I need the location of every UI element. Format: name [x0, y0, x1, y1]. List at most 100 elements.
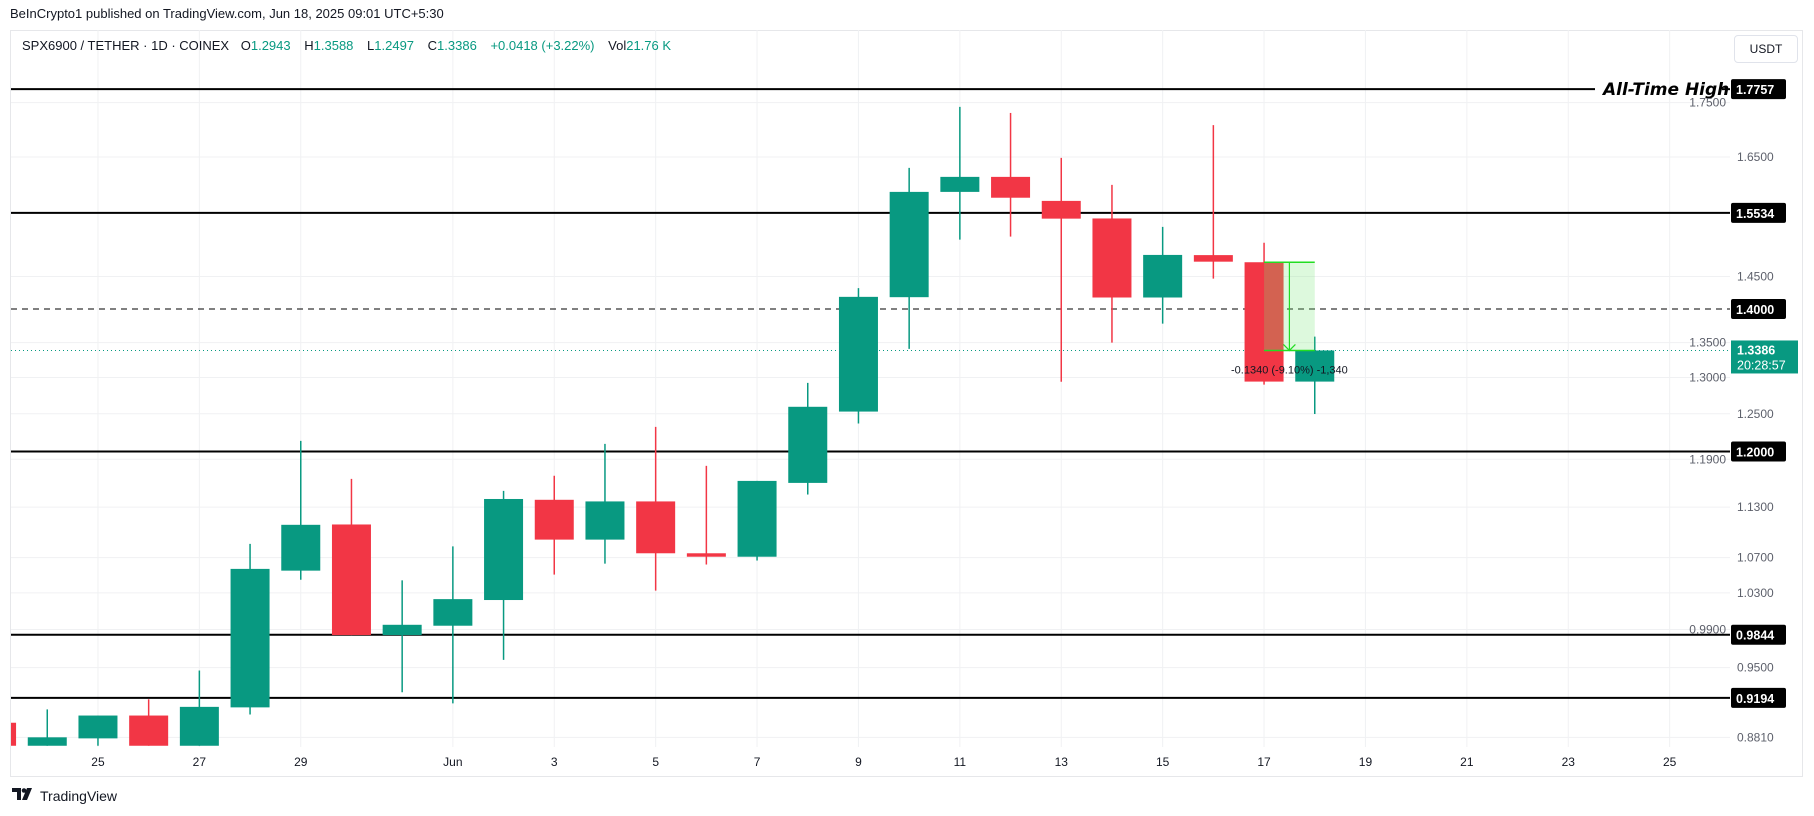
- candle-bullish[interactable]: [737, 480, 777, 561]
- date-tick-label: Jun: [443, 755, 462, 769]
- candle-body: [1295, 350, 1335, 382]
- candle-body: [737, 480, 777, 557]
- level-price-badge: [1731, 202, 1786, 223]
- candle-bearish[interactable]: [1244, 242, 1284, 385]
- candle-bullish[interactable]: [788, 382, 828, 495]
- price-tick-label: 0.9500: [1737, 661, 1774, 675]
- candle-body: [484, 498, 524, 601]
- candle-bearish[interactable]: [0, 722, 17, 746]
- level-price-label: 1.4000: [1736, 303, 1774, 317]
- candle-bullish[interactable]: [281, 440, 321, 580]
- price-tick-label: 0.8810: [1737, 730, 1774, 744]
- date-tick-label: 23: [1562, 755, 1576, 769]
- price-tick-label: 1.0300: [1737, 586, 1774, 600]
- date-tick-label: 15: [1156, 755, 1170, 769]
- currency-button[interactable]: USDT: [1734, 35, 1798, 63]
- date-tick-label: 25: [1663, 755, 1677, 769]
- candle-bullish[interactable]: [27, 709, 67, 746]
- candle-body: [331, 524, 371, 636]
- candle-bearish[interactable]: [534, 475, 574, 575]
- open-label: O: [240, 38, 251, 53]
- date-tick-label: 29: [294, 755, 308, 769]
- candle-body: [179, 706, 219, 746]
- candle-body: [889, 191, 929, 298]
- candle-body: [27, 737, 67, 746]
- date-tick-label: 27: [193, 755, 207, 769]
- candle-bearish[interactable]: [129, 699, 169, 746]
- time-axis: 25 27 29 Jun 3 5 7 9 11 13 15 17 19 21 23 25: [91, 755, 1676, 769]
- date-tick-label: 7: [754, 755, 761, 769]
- all-time-high-annotation: All-Time High: [1601, 80, 1729, 100]
- date-tick-label: 21: [1460, 755, 1474, 769]
- horizontal-levels: All-Time High: [11, 80, 1730, 699]
- countdown-label: 20:28:57: [1737, 358, 1786, 372]
- chart-frame: [10, 30, 1803, 777]
- candle-body: [382, 624, 422, 636]
- candle-body: [686, 553, 726, 557]
- open-value: 1.2943: [250, 38, 291, 53]
- candle-bullish[interactable]: [433, 546, 473, 704]
- candle-body: [433, 599, 473, 626]
- candle-bullish[interactable]: [1143, 226, 1183, 324]
- level-price-label: 0.9844: [1736, 629, 1774, 643]
- current-price-badge: [1731, 340, 1798, 374]
- candle-bullish[interactable]: [382, 580, 422, 693]
- candle-bullish[interactable]: [940, 106, 980, 240]
- price-tick-label: 1.3500: [1689, 336, 1726, 350]
- level-price-badge: [1731, 441, 1786, 462]
- level-price-label: 1.5534: [1736, 207, 1774, 221]
- current-price-label: 1.3386: [1737, 343, 1775, 357]
- price-tick-label: 0.9900: [1689, 622, 1726, 636]
- candle-body: [78, 715, 118, 739]
- candle-body: [230, 568, 270, 708]
- price-tick-label: 1.6500: [1737, 150, 1774, 164]
- arrow-down-icon: [1282, 344, 1296, 352]
- date-tick-label: 5: [652, 755, 659, 769]
- candle-bullish[interactable]: [1295, 336, 1335, 415]
- date-tick-label: 19: [1359, 755, 1373, 769]
- price-axis: 1.7500 1.6500 1.4500 1.3500 1.3000 1.2500 1.19…: [1689, 79, 1798, 744]
- candle-bullish[interactable]: [78, 715, 118, 746]
- tradingview-logo-text: TradingView: [40, 787, 118, 804]
- candle-bearish[interactable]: [1193, 125, 1233, 279]
- candle-bullish[interactable]: [230, 543, 270, 715]
- candle-bearish[interactable]: [686, 465, 726, 565]
- date-tick-label: 11: [954, 755, 967, 769]
- close-value: 1.3386: [437, 38, 477, 53]
- candle-body: [636, 501, 676, 554]
- candle-bullish[interactable]: [889, 167, 929, 349]
- candle-body: [281, 524, 321, 571]
- date-tick-label: 3: [551, 755, 558, 769]
- level-price-badge: [1731, 624, 1786, 645]
- change-value: +0.0418 (+3.22%): [490, 38, 595, 53]
- candle-bullish[interactable]: [179, 670, 219, 746]
- candle-bullish[interactable]: [585, 443, 625, 564]
- candle-bearish[interactable]: [331, 478, 371, 636]
- candle-bearish[interactable]: [1092, 184, 1132, 343]
- candle-bearish[interactable]: [1041, 157, 1081, 382]
- price-tick-label: 1.3000: [1689, 371, 1726, 385]
- level-price-badge: [1731, 79, 1786, 100]
- date-tick-label: 9: [855, 755, 862, 769]
- price-tick-label: 1.1900: [1689, 452, 1726, 466]
- candle-body: [788, 406, 828, 483]
- candle-bearish[interactable]: [636, 426, 676, 591]
- candle-body: [1143, 254, 1183, 298]
- candle-bearish[interactable]: [991, 112, 1031, 237]
- candle-bullish[interactable]: [484, 490, 524, 660]
- symbol-name[interactable]: SPX6900 / TETHER · 1D · COINEX: [22, 38, 230, 53]
- price-tick-label: 1.7500: [1689, 96, 1726, 110]
- candle-bullish[interactable]: [838, 288, 878, 424]
- candle-body: [1193, 255, 1233, 262]
- price-tick-label: 1.0700: [1737, 551, 1774, 565]
- tradingview-logo[interactable]: TradingView: [12, 787, 117, 804]
- symbol-legend: SPX6900 / TETHER · 1D · COINEX O1.2943 H…: [22, 38, 681, 53]
- volume-label: Vol: [608, 38, 627, 53]
- candle-body: [838, 296, 878, 412]
- low-label: L: [367, 38, 375, 53]
- level-price-badge: [1731, 687, 1786, 708]
- price-tick-label: 1.4500: [1737, 270, 1774, 284]
- measure-tool: -0.1340 (-9.10%) -1,340: [1231, 261, 1348, 376]
- candle-body: [534, 499, 574, 540]
